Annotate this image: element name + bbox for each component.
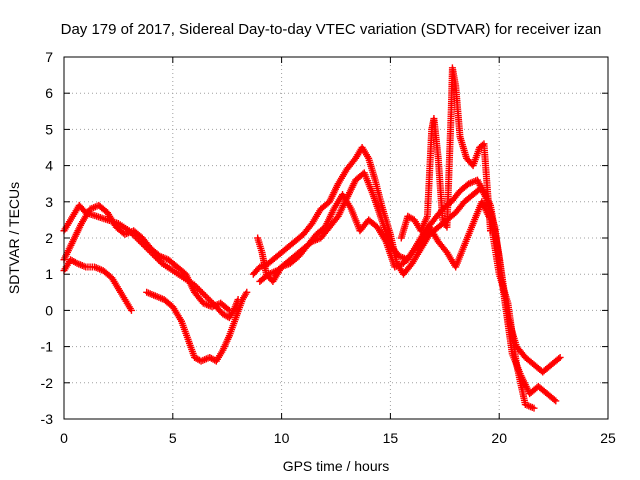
data-point-sample bbox=[197, 287, 205, 295]
data-point bbox=[201, 292, 209, 300]
series-track-g bbox=[254, 191, 538, 412]
data-point-sample bbox=[550, 396, 558, 404]
y-tick-label: 3 bbox=[45, 194, 53, 210]
data-series bbox=[60, 64, 564, 412]
data-point-sample bbox=[71, 258, 79, 266]
series-track-h bbox=[397, 64, 494, 242]
plot-frame bbox=[63, 56, 609, 420]
y-tick-label: 7 bbox=[45, 49, 53, 65]
y-tick-label: -2 bbox=[41, 375, 54, 391]
x-axis-label: GPS time / hours bbox=[283, 458, 390, 474]
data-point-sample bbox=[203, 293, 211, 301]
x-tick-label: 0 bbox=[60, 430, 68, 446]
data-point bbox=[127, 306, 135, 314]
y-tick-label: -1 bbox=[41, 339, 54, 355]
data-point-sample bbox=[555, 355, 563, 363]
y-tick-label: 0 bbox=[45, 302, 53, 318]
chart-title: Day 179 of 2017, Sidereal Day-to-day VTE… bbox=[61, 21, 602, 38]
data-point-sample bbox=[195, 286, 203, 294]
series-track-b bbox=[60, 201, 233, 314]
data-point-sample bbox=[224, 305, 232, 313]
y-tick-label: 2 bbox=[45, 230, 53, 246]
y-tick-label: 6 bbox=[45, 85, 53, 101]
data-point bbox=[225, 306, 233, 314]
y-tick-label: 4 bbox=[45, 158, 53, 174]
x-tick-label: 25 bbox=[600, 430, 616, 446]
data-point-sample bbox=[200, 290, 208, 298]
data-point bbox=[530, 404, 538, 412]
data-point bbox=[556, 353, 564, 361]
x-tick-label: 20 bbox=[491, 430, 507, 446]
data-point-sample bbox=[198, 289, 206, 297]
data-point-sample bbox=[205, 295, 213, 303]
y-tick-label: 1 bbox=[45, 266, 53, 282]
x-tick-label: 5 bbox=[169, 430, 177, 446]
x-tick-label: 10 bbox=[274, 430, 290, 446]
y-axis-label: SDTVAR / TECUs bbox=[6, 182, 22, 294]
y-tick-label: -3 bbox=[41, 411, 54, 427]
y-tick-label: 5 bbox=[45, 121, 53, 137]
x-tick-label: 15 bbox=[383, 430, 399, 446]
data-point bbox=[486, 227, 494, 235]
data-point bbox=[243, 288, 251, 296]
series-track-d bbox=[143, 288, 251, 365]
data-point bbox=[552, 397, 560, 405]
axis-ticks: 0 5 10 15 20 25 -3 -2 -1 0 1 2 3 4 5 6 7 bbox=[41, 49, 616, 446]
